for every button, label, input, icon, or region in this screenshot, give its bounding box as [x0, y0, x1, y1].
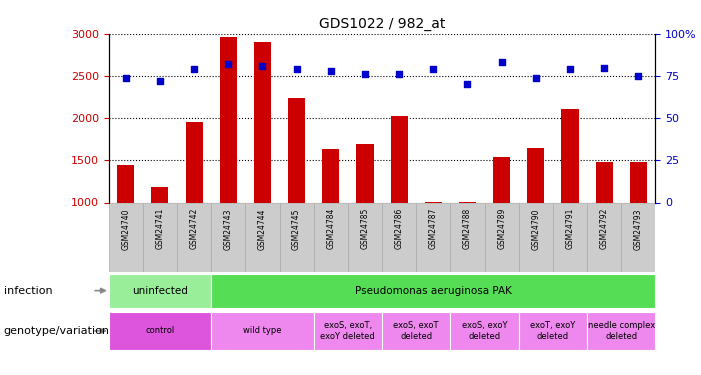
- FancyBboxPatch shape: [109, 312, 211, 350]
- FancyBboxPatch shape: [484, 202, 519, 272]
- Text: needle complex
deleted: needle complex deleted: [587, 321, 655, 340]
- FancyBboxPatch shape: [587, 202, 621, 272]
- FancyBboxPatch shape: [519, 202, 553, 272]
- Text: GSM24786: GSM24786: [395, 208, 404, 249]
- Bar: [117, 165, 135, 202]
- Text: GSM24785: GSM24785: [360, 208, 369, 249]
- FancyBboxPatch shape: [211, 312, 314, 350]
- FancyBboxPatch shape: [280, 202, 314, 272]
- Point: [599, 64, 610, 70]
- Text: GSM24790: GSM24790: [531, 208, 540, 249]
- FancyBboxPatch shape: [382, 312, 451, 350]
- FancyBboxPatch shape: [314, 202, 348, 272]
- Text: GSM24788: GSM24788: [463, 208, 472, 249]
- FancyBboxPatch shape: [348, 202, 382, 272]
- Point: [120, 75, 131, 81]
- Bar: [254, 42, 271, 203]
- Bar: [562, 109, 578, 202]
- Bar: [493, 157, 510, 203]
- Text: uninfected: uninfected: [132, 286, 188, 296]
- Point: [360, 71, 371, 77]
- FancyBboxPatch shape: [553, 202, 587, 272]
- Point: [496, 59, 508, 65]
- Text: infection: infection: [4, 286, 52, 296]
- Point: [189, 66, 200, 72]
- Bar: [219, 37, 237, 203]
- FancyBboxPatch shape: [211, 202, 245, 272]
- Text: GSM24787: GSM24787: [429, 208, 438, 249]
- Text: exoT, exoY
deleted: exoT, exoY deleted: [530, 321, 576, 340]
- Text: GSM24793: GSM24793: [634, 208, 643, 249]
- FancyBboxPatch shape: [451, 312, 519, 350]
- Point: [291, 66, 302, 72]
- Text: exoS, exoT,
exoY deleted: exoS, exoT, exoY deleted: [320, 321, 375, 340]
- Text: GSM24740: GSM24740: [121, 208, 130, 249]
- Text: GSM24789: GSM24789: [497, 208, 506, 249]
- Text: GSM24791: GSM24791: [566, 208, 575, 249]
- FancyBboxPatch shape: [519, 312, 587, 350]
- Point: [428, 66, 439, 72]
- Point: [530, 75, 541, 81]
- FancyBboxPatch shape: [621, 202, 655, 272]
- Text: genotype/variation: genotype/variation: [4, 326, 109, 336]
- Bar: [186, 122, 203, 202]
- FancyBboxPatch shape: [587, 312, 655, 350]
- Bar: [288, 98, 305, 202]
- Point: [257, 63, 268, 69]
- Bar: [322, 148, 339, 202]
- FancyBboxPatch shape: [211, 274, 655, 308]
- Point: [223, 61, 234, 67]
- FancyBboxPatch shape: [382, 202, 416, 272]
- FancyBboxPatch shape: [245, 202, 280, 272]
- Text: control: control: [145, 326, 175, 335]
- Text: exoS, exoT
deleted: exoS, exoT deleted: [393, 321, 439, 340]
- Bar: [390, 116, 408, 202]
- Point: [393, 71, 404, 77]
- Bar: [527, 148, 545, 202]
- Point: [154, 78, 165, 84]
- Text: Pseudomonas aeruginosa PAK: Pseudomonas aeruginosa PAK: [355, 286, 512, 296]
- Bar: [596, 162, 613, 202]
- Text: GSM24784: GSM24784: [326, 208, 335, 249]
- Text: wild type: wild type: [243, 326, 282, 335]
- Point: [462, 81, 473, 87]
- FancyBboxPatch shape: [109, 202, 143, 272]
- FancyBboxPatch shape: [416, 202, 451, 272]
- FancyBboxPatch shape: [451, 202, 484, 272]
- Bar: [151, 187, 168, 202]
- FancyBboxPatch shape: [177, 202, 211, 272]
- FancyBboxPatch shape: [143, 202, 177, 272]
- Text: exoS, exoY
deleted: exoS, exoY deleted: [462, 321, 508, 340]
- Bar: [629, 162, 647, 202]
- Text: GSM24745: GSM24745: [292, 208, 301, 249]
- Title: GDS1022 / 982_at: GDS1022 / 982_at: [319, 17, 445, 32]
- Text: GSM24743: GSM24743: [224, 208, 233, 249]
- Text: GSM24742: GSM24742: [189, 208, 198, 249]
- Point: [325, 68, 336, 74]
- Point: [633, 73, 644, 79]
- Text: GSM24744: GSM24744: [258, 208, 267, 249]
- Text: GSM24792: GSM24792: [599, 208, 608, 249]
- FancyBboxPatch shape: [109, 274, 211, 308]
- Point: [564, 66, 576, 72]
- Text: GSM24741: GSM24741: [156, 208, 165, 249]
- Bar: [356, 144, 374, 202]
- FancyBboxPatch shape: [314, 312, 382, 350]
